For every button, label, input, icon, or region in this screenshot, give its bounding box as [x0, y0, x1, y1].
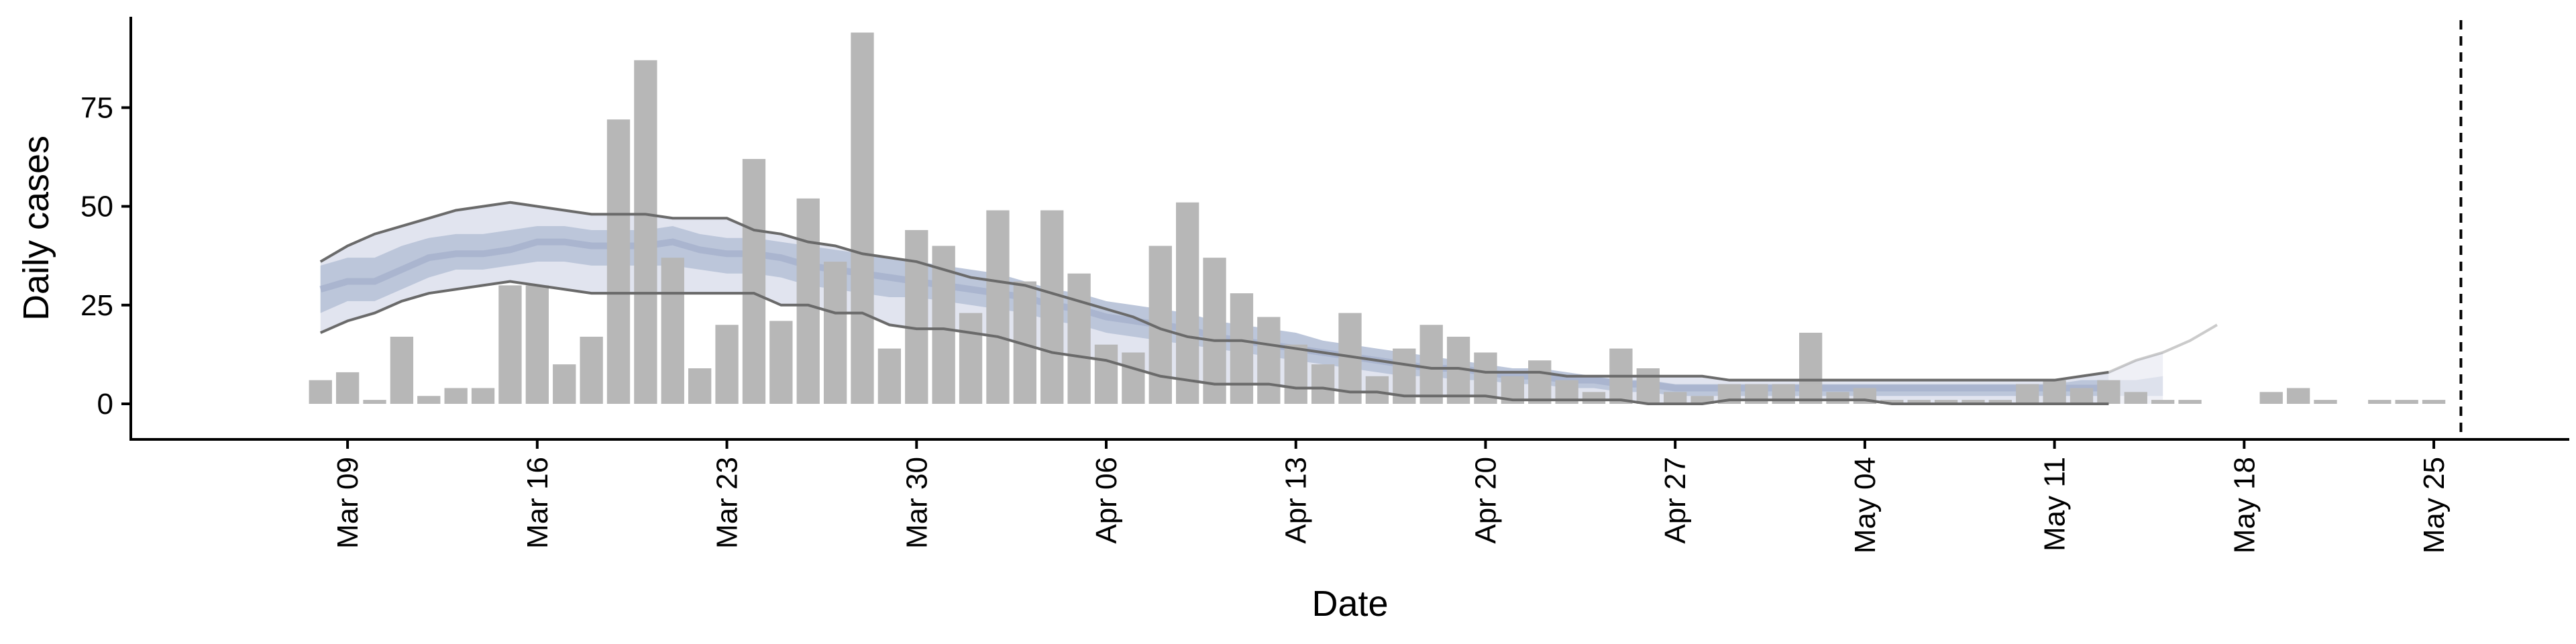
case-bar — [905, 229, 928, 405]
x-tick-label: May 11 — [2039, 457, 2072, 551]
x-tick-label: Apr 06 — [1090, 457, 1123, 544]
case-bar — [823, 262, 847, 405]
case-bar — [769, 321, 793, 404]
case-bar — [1880, 400, 1904, 405]
case-bar — [2259, 392, 2283, 405]
x-tick-label: Apr 13 — [1280, 457, 1313, 544]
x-tick-label: May 18 — [2228, 457, 2261, 553]
case-bar — [688, 368, 712, 405]
case-bar — [2151, 400, 2175, 405]
case-bar — [1690, 396, 1714, 405]
case-bar — [1176, 202, 1199, 405]
x-tick-label: Apr 27 — [1659, 457, 1692, 544]
lower-bound-line — [319, 280, 2109, 406]
upper-bound-line — [319, 201, 2109, 382]
x-tick-label: May 25 — [2418, 457, 2451, 553]
case-bar — [1636, 368, 1660, 405]
case-bar — [796, 198, 820, 405]
case-bar — [986, 210, 1010, 404]
case-bar — [2286, 388, 2310, 405]
case-bar — [1040, 210, 1064, 404]
y-tick-label: 0 — [97, 388, 113, 421]
case-bar — [1284, 344, 1307, 405]
case-bar — [1962, 400, 1985, 405]
case-bar — [1067, 273, 1091, 405]
x-tick-label: May 04 — [1849, 457, 1882, 553]
case-bar — [2097, 380, 2121, 405]
case-bar — [580, 336, 603, 405]
case-bar — [1122, 352, 1145, 405]
y-tick-label: 75 — [80, 91, 113, 124]
outer-band-projection-area — [2108, 352, 2163, 405]
upper-bound-projection-line — [2108, 323, 2218, 374]
case-bar — [1907, 400, 1931, 405]
case-bar — [309, 380, 332, 405]
case-bar — [2178, 400, 2202, 405]
case-bar — [606, 119, 631, 405]
case-bar — [742, 158, 766, 405]
case-bar — [1988, 400, 2012, 405]
case-bar — [471, 388, 495, 405]
case-bar — [1528, 360, 1552, 405]
daily-case-bars — [309, 32, 2446, 405]
x-axis-title: Date — [1311, 584, 1388, 624]
case-bar — [498, 285, 522, 405]
inner-band-projection-area — [2108, 376, 2163, 396]
case-bar — [553, 364, 576, 405]
case-bar — [877, 348, 902, 405]
x-tick-label: Mar 23 — [711, 457, 744, 549]
case-bar — [363, 400, 386, 405]
case-bar — [2043, 380, 2066, 405]
case-bar — [2422, 400, 2446, 405]
y-tick-label: 25 — [80, 289, 113, 322]
case-bar — [959, 313, 983, 405]
x-tick-label: Apr 20 — [1469, 457, 1502, 544]
case-bar — [525, 285, 549, 405]
case-bar — [715, 325, 739, 405]
estimate-bound-lines — [319, 201, 2218, 406]
case-bar — [1203, 258, 1226, 405]
case-bar — [1582, 392, 1606, 405]
case-bar — [634, 60, 657, 405]
x-tick-label: Mar 16 — [521, 457, 554, 549]
case-bar — [417, 396, 441, 405]
case-bar — [1230, 293, 1254, 405]
case-bar — [2395, 400, 2418, 405]
case-bar — [1664, 392, 1687, 405]
x-tick-label: Mar 30 — [900, 457, 933, 549]
case-bar — [390, 336, 414, 405]
inner-estimate-band — [320, 226, 2163, 396]
case-bar — [1257, 317, 1281, 405]
case-bar — [2070, 388, 2094, 405]
case-bar — [1934, 400, 1958, 405]
case-bar — [1311, 364, 1335, 405]
x-axis-ticks: Mar 09 Mar 16 Mar 23 Mar 30 Apr 06 Apr 13 Apr … — [331, 439, 2451, 553]
case-bar — [1365, 376, 1389, 404]
case-bar — [2016, 384, 2039, 405]
case-bar — [851, 32, 874, 405]
case-bar — [335, 372, 360, 405]
case-bar — [1826, 392, 1849, 405]
y-axis-ticks: 0 25 50 75 — [80, 91, 131, 421]
y-axis-title: Daily cases — [16, 136, 56, 321]
x-tick-label: Mar 09 — [331, 457, 364, 549]
case-bar — [1799, 333, 1823, 405]
case-bar — [2124, 392, 2147, 405]
inner-band-area — [320, 226, 2109, 396]
case-bar — [444, 388, 468, 405]
case-bar — [1094, 344, 1118, 405]
case-bar — [1419, 325, 1443, 405]
case-bar — [2314, 400, 2337, 405]
case-bar — [2368, 400, 2392, 405]
y-tick-label: 50 — [80, 191, 113, 223]
case-bar — [661, 258, 684, 405]
